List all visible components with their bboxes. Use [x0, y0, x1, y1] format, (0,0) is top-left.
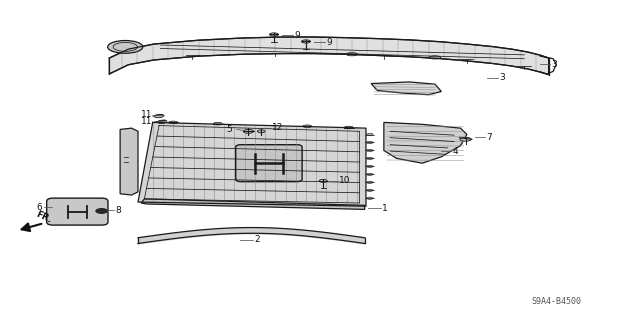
Ellipse shape — [367, 181, 373, 183]
Text: 7: 7 — [486, 132, 492, 141]
Ellipse shape — [243, 129, 253, 133]
Ellipse shape — [367, 189, 373, 191]
Ellipse shape — [429, 56, 441, 59]
Polygon shape — [371, 82, 442, 95]
Ellipse shape — [367, 149, 373, 152]
Text: 10: 10 — [339, 176, 351, 185]
Text: 9: 9 — [294, 31, 300, 40]
Ellipse shape — [303, 125, 312, 127]
Ellipse shape — [460, 137, 471, 141]
Ellipse shape — [269, 33, 278, 36]
Text: 8: 8 — [116, 205, 122, 214]
FancyBboxPatch shape — [236, 145, 302, 182]
Text: S9A4-B4500: S9A4-B4500 — [531, 297, 581, 306]
Ellipse shape — [96, 209, 108, 213]
Text: 6: 6 — [36, 203, 42, 212]
Text: 1: 1 — [382, 204, 388, 213]
Polygon shape — [120, 128, 138, 195]
Ellipse shape — [157, 120, 167, 124]
Ellipse shape — [257, 130, 265, 133]
Text: 9: 9 — [326, 38, 332, 47]
Ellipse shape — [367, 157, 373, 160]
Polygon shape — [138, 123, 366, 206]
Ellipse shape — [301, 40, 310, 43]
Text: 3: 3 — [551, 60, 557, 69]
Text: 5: 5 — [226, 125, 232, 134]
Ellipse shape — [346, 52, 358, 56]
Text: 4: 4 — [452, 147, 458, 156]
Ellipse shape — [154, 114, 164, 118]
Ellipse shape — [108, 41, 143, 53]
Polygon shape — [141, 199, 365, 209]
Ellipse shape — [367, 165, 373, 167]
Ellipse shape — [367, 133, 373, 136]
Polygon shape — [384, 123, 467, 163]
Ellipse shape — [344, 126, 353, 129]
Text: 3: 3 — [499, 73, 504, 82]
Ellipse shape — [367, 197, 373, 199]
Text: 12: 12 — [271, 123, 283, 132]
Ellipse shape — [367, 173, 373, 175]
Text: 2: 2 — [254, 235, 260, 244]
Text: 11: 11 — [141, 116, 153, 126]
Text: FR.: FR. — [34, 209, 52, 224]
Ellipse shape — [367, 141, 373, 144]
Ellipse shape — [213, 123, 222, 125]
Polygon shape — [109, 37, 548, 75]
Ellipse shape — [319, 180, 327, 182]
FancyBboxPatch shape — [47, 198, 108, 225]
Ellipse shape — [169, 121, 177, 124]
Text: 11: 11 — [141, 110, 153, 119]
